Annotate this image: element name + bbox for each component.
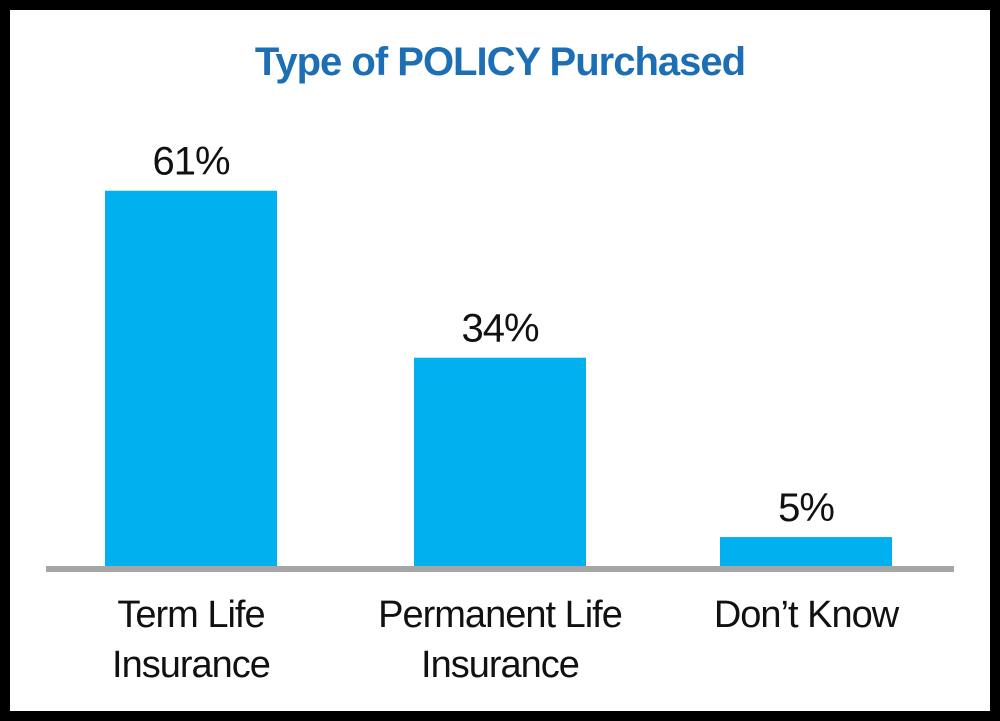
data-label-0: 61% [152,140,229,184]
category-label-1-1: Insurance [421,644,579,686]
data-label-1: 34% [461,307,538,351]
category-label-0-0: Term Life [117,594,264,636]
bar-2 [720,537,892,568]
chart-title: Type of POLICY Purchased [254,40,746,84]
x-axis-line [46,566,954,572]
category-label-2-0: Don’t Know [714,594,900,636]
bar-1 [414,357,586,568]
category-label-1-0: Permanent Life [378,594,622,636]
bar-0 [105,190,277,568]
category-label-0-1: Insurance [112,644,270,686]
data-label-2: 5% [778,486,834,530]
